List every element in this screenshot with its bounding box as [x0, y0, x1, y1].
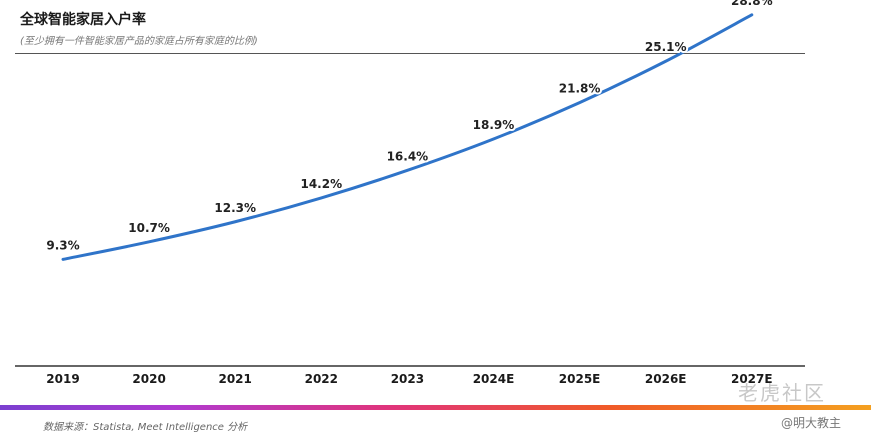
chart-subtitle: (至少拥有一件智能家居产品的家庭占所有家庭的比例) — [20, 36, 258, 47]
data-label: 16.4% — [387, 149, 429, 163]
data-label: 25.1% — [645, 40, 687, 54]
data-label: 28.8% — [731, 0, 773, 8]
data-label: 21.8% — [559, 82, 601, 96]
x-tick-label: 2024E — [473, 372, 515, 386]
gradient-footer-bar — [0, 405, 871, 410]
x-tick-label: 2026E — [645, 372, 687, 386]
x-tick-label: 2020 — [132, 372, 165, 386]
x-tick-label: 2019 — [46, 372, 79, 386]
data-label: 12.3% — [214, 201, 256, 215]
data-label: 9.3% — [46, 238, 79, 252]
data-label: 10.7% — [128, 221, 170, 235]
x-tick-label: 2021 — [218, 372, 251, 386]
data-source-note: 数据来源：Statista, Meet Intelligence 分析 — [43, 422, 248, 433]
data-label: 18.9% — [473, 118, 515, 132]
watermark-author: @明大教主 — [781, 416, 842, 430]
chart-title: 全球智能家居入户率 — [20, 12, 146, 28]
x-tick-label: 2023 — [391, 372, 424, 386]
x-tick-label: 2027E — [731, 372, 773, 386]
data-label: 14.2% — [300, 177, 342, 191]
watermark-logo: 老虎社区 — [738, 381, 826, 405]
x-tick-label: 2022 — [305, 372, 338, 386]
series-line — [61, 13, 754, 261]
title-divider — [15, 53, 805, 54]
x-tick-label: 2025E — [559, 372, 601, 386]
